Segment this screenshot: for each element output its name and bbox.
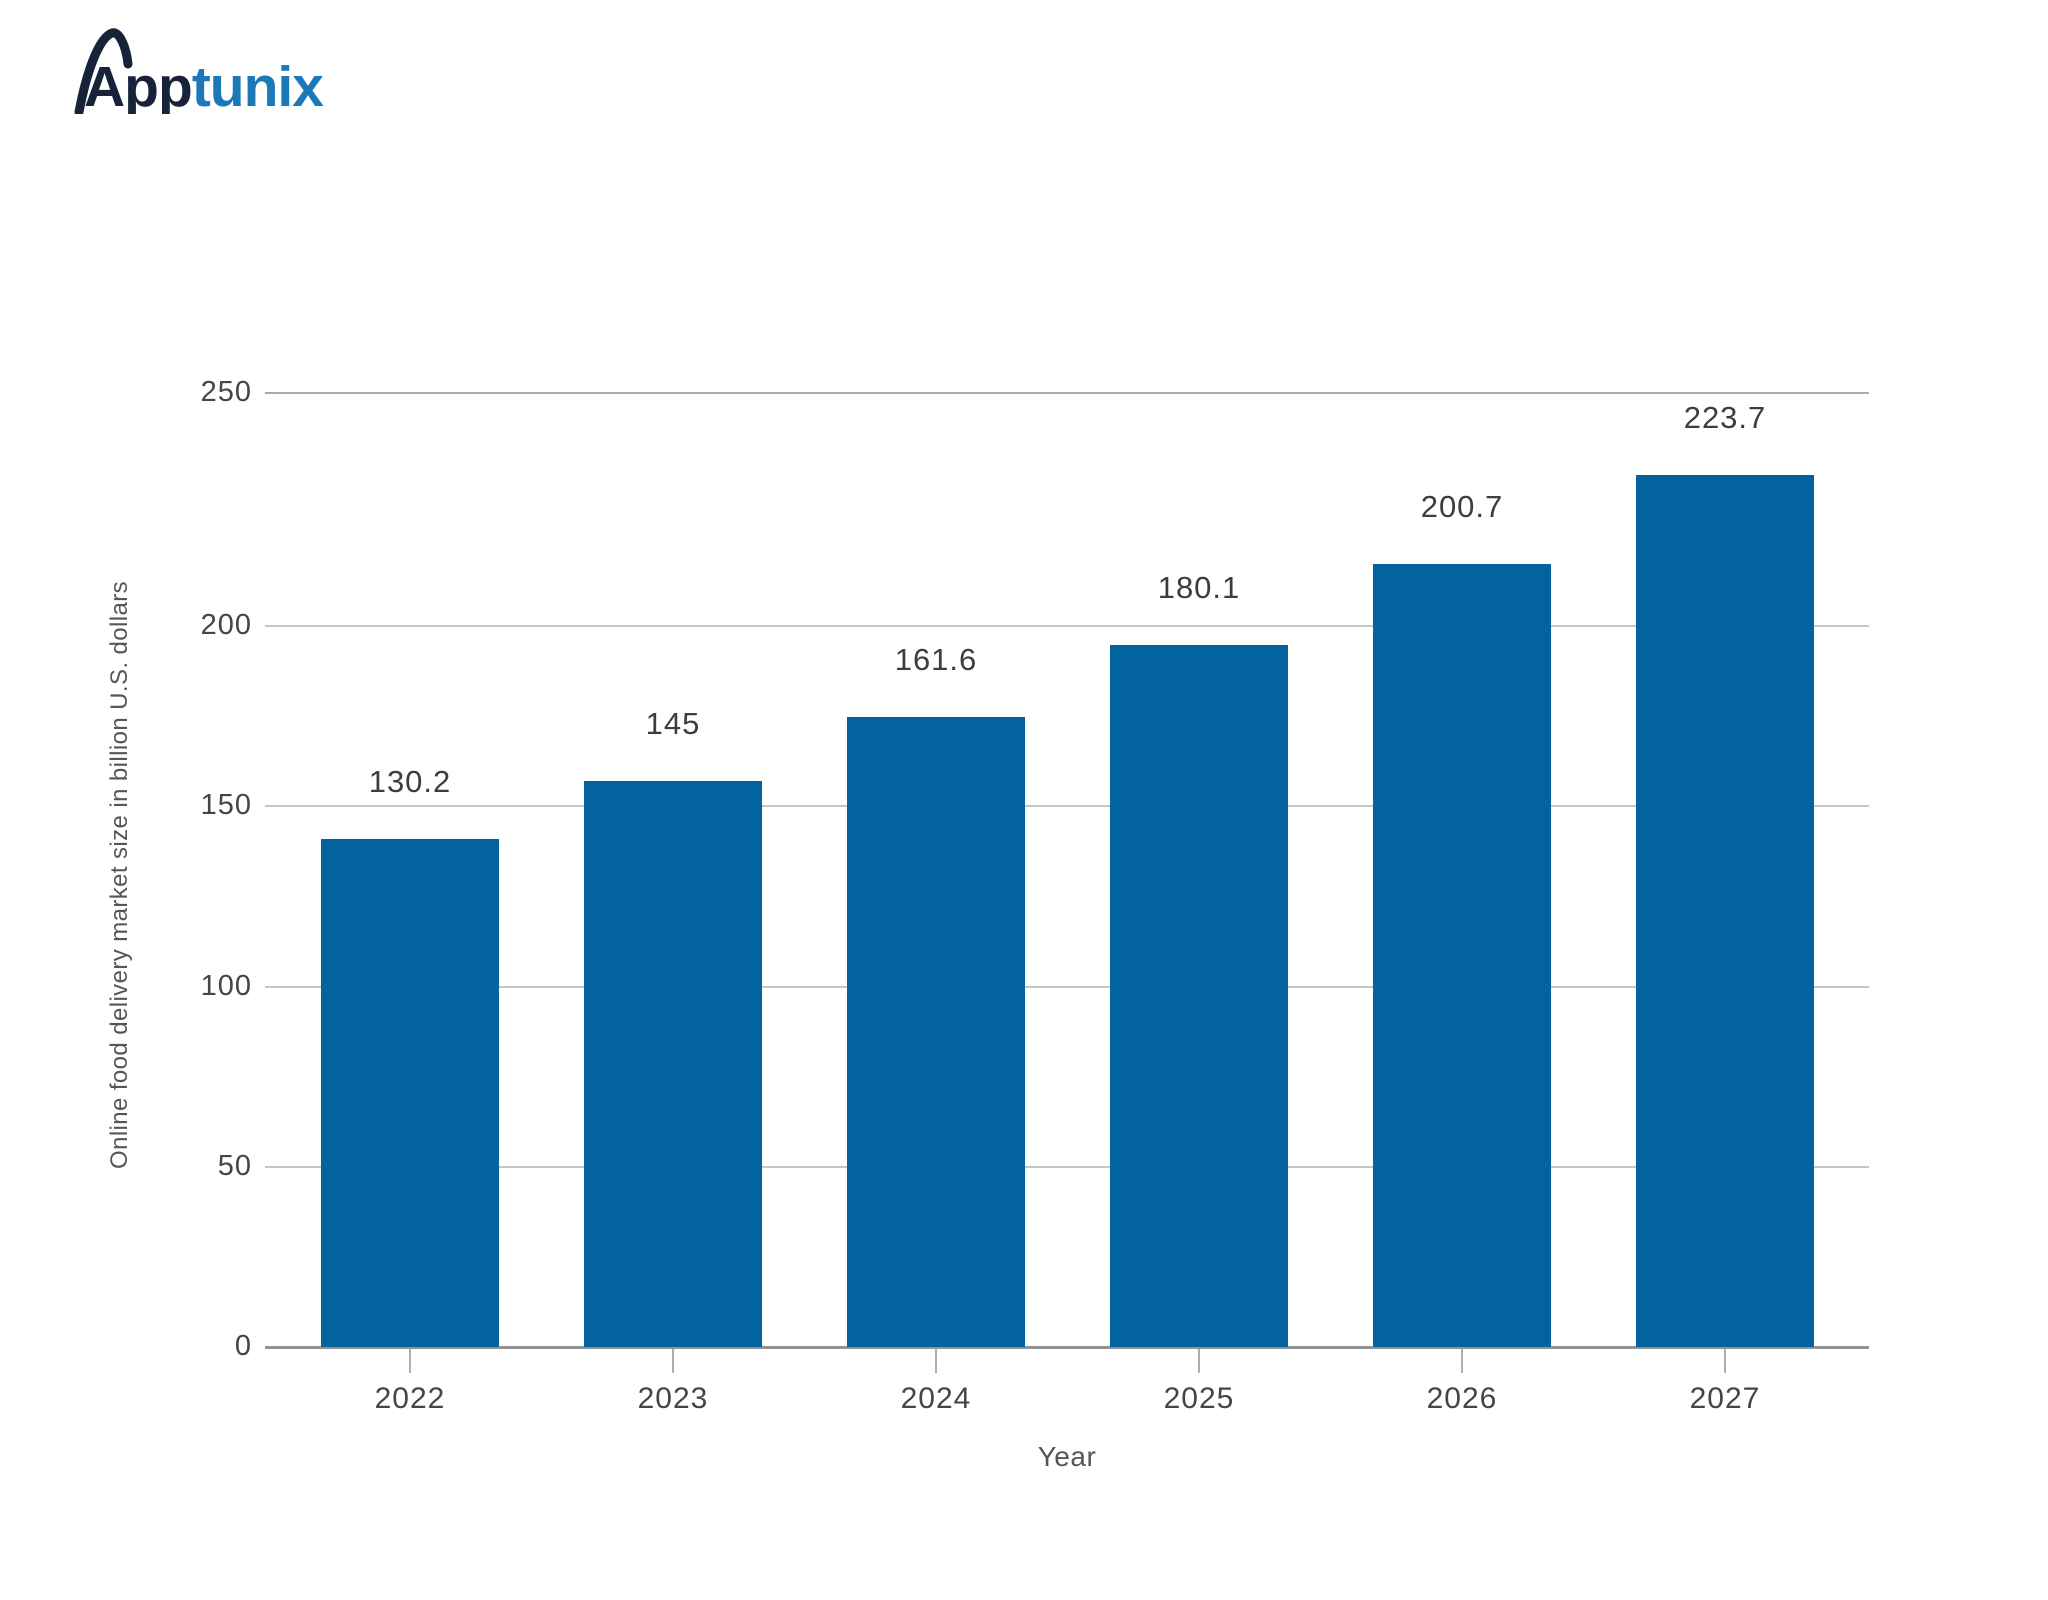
svg-text:Apptunix: Apptunix [84,55,324,114]
bar-value-label: 223.7 [1683,400,1767,435]
y-tick-label: 50 [217,1149,252,1182]
x-tick-label: 2024 [900,1382,972,1415]
bar-2026 [1373,564,1551,1347]
y-tick-label: 250 [200,376,252,408]
x-tick-mark [409,1349,411,1373]
x-axis-line [265,1346,1869,1349]
y-tick-label: 100 [200,969,252,1002]
logo-text-blue: tunix [192,55,324,114]
x-tick-label: 2026 [1426,1382,1498,1415]
bar-value-label: 130.2 [368,764,452,799]
logo-text-dark: App [84,55,192,114]
x-tick-mark [672,1349,674,1373]
bar-2025 [1110,645,1288,1347]
y-tick-label: 200 [200,609,252,642]
x-tick-label: 2023 [637,1382,709,1415]
y-tick-label: 0 [234,1330,252,1362]
bar-2023 [584,781,762,1347]
x-tick-label: 2022 [374,1382,446,1415]
y-tick-label: 150 [200,789,252,822]
gridline-200 [265,625,1869,628]
gridline-50 [265,1165,1869,1168]
bar-2024 [847,717,1025,1347]
bar-value-label: 145 [645,706,701,741]
x-tick-label: 2025 [1163,1382,1235,1415]
x-tick-mark [1198,1349,1200,1373]
bar-value-label: 200.7 [1420,489,1504,524]
x-tick-label: 2027 [1689,1382,1761,1415]
y-axis-title: Online food delivery market size in bill… [106,581,133,1169]
gridline-250 [265,392,1869,394]
bar-2027 [1636,475,1814,1347]
bar-2022 [321,839,499,1347]
logo-arch-icon [74,28,133,117]
x-axis-title: Year [1037,1441,1097,1472]
apptunix-logo: Apptunix [72,26,332,119]
x-tick-mark [1724,1349,1726,1373]
x-tick-mark [935,1349,937,1373]
x-tick-mark [1461,1349,1463,1373]
bar-value-label: 180.1 [1157,570,1241,605]
gridline-100 [265,985,1869,988]
gridline-150 [265,805,1869,808]
apptunix-logo-graphic: Apptunix [74,28,325,119]
bar-value-label: 161.6 [894,642,978,677]
